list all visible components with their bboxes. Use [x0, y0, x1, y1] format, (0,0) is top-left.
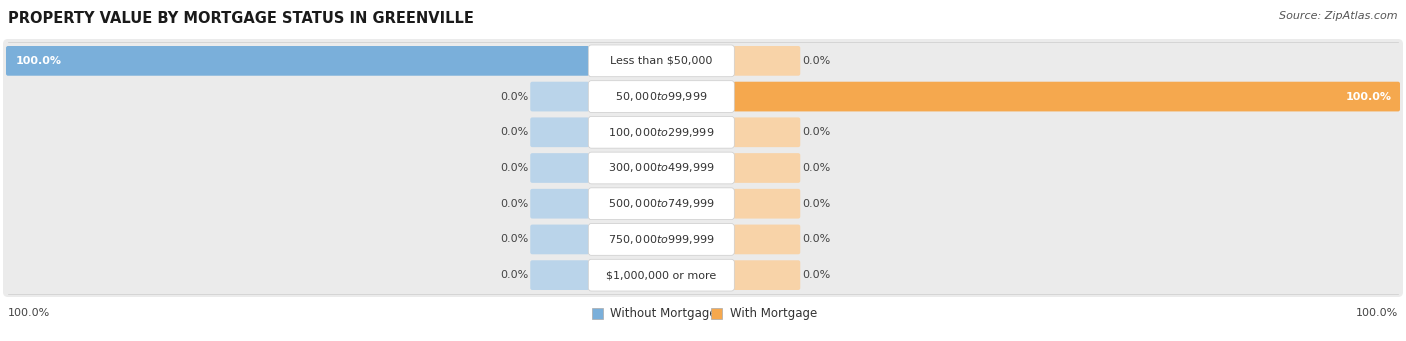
FancyBboxPatch shape: [3, 253, 1403, 297]
Text: $1,000,000 or more: $1,000,000 or more: [606, 270, 717, 280]
Text: $300,000 to $499,999: $300,000 to $499,999: [607, 162, 714, 175]
FancyBboxPatch shape: [588, 224, 734, 255]
Text: $50,000 to $99,999: $50,000 to $99,999: [614, 90, 707, 103]
FancyBboxPatch shape: [710, 308, 721, 318]
Text: 0.0%: 0.0%: [501, 163, 529, 173]
Text: Source: ZipAtlas.com: Source: ZipAtlas.com: [1279, 11, 1398, 21]
FancyBboxPatch shape: [734, 117, 800, 147]
FancyBboxPatch shape: [530, 82, 589, 112]
Text: Less than $50,000: Less than $50,000: [610, 56, 713, 66]
FancyBboxPatch shape: [734, 189, 800, 219]
FancyBboxPatch shape: [530, 117, 589, 147]
FancyBboxPatch shape: [588, 188, 734, 220]
Text: $750,000 to $999,999: $750,000 to $999,999: [607, 233, 714, 246]
FancyBboxPatch shape: [3, 75, 1403, 118]
FancyBboxPatch shape: [3, 146, 1403, 190]
Text: 0.0%: 0.0%: [803, 270, 831, 280]
FancyBboxPatch shape: [588, 259, 734, 291]
FancyBboxPatch shape: [6, 46, 589, 76]
FancyBboxPatch shape: [588, 81, 734, 113]
FancyBboxPatch shape: [3, 218, 1403, 261]
Text: 0.0%: 0.0%: [501, 127, 529, 137]
Text: Without Mortgage: Without Mortgage: [610, 307, 717, 320]
Text: 0.0%: 0.0%: [803, 56, 831, 66]
FancyBboxPatch shape: [734, 82, 1400, 112]
Text: 0.0%: 0.0%: [501, 199, 529, 209]
FancyBboxPatch shape: [734, 225, 800, 254]
Text: 100.0%: 100.0%: [15, 56, 62, 66]
FancyBboxPatch shape: [530, 260, 589, 290]
Text: 0.0%: 0.0%: [803, 163, 831, 173]
Text: PROPERTY VALUE BY MORTGAGE STATUS IN GREENVILLE: PROPERTY VALUE BY MORTGAGE STATUS IN GRE…: [8, 11, 474, 26]
Text: 100.0%: 100.0%: [1355, 308, 1398, 318]
Text: 100.0%: 100.0%: [1346, 92, 1392, 102]
FancyBboxPatch shape: [588, 152, 734, 184]
Text: 0.0%: 0.0%: [501, 270, 529, 280]
FancyBboxPatch shape: [530, 153, 589, 183]
Text: $100,000 to $299,999: $100,000 to $299,999: [609, 126, 714, 139]
Text: 0.0%: 0.0%: [501, 92, 529, 102]
FancyBboxPatch shape: [588, 116, 734, 148]
FancyBboxPatch shape: [588, 45, 734, 77]
Text: 0.0%: 0.0%: [803, 199, 831, 209]
FancyBboxPatch shape: [734, 260, 800, 290]
Text: 0.0%: 0.0%: [501, 234, 529, 244]
FancyBboxPatch shape: [3, 182, 1403, 225]
FancyBboxPatch shape: [530, 189, 589, 219]
FancyBboxPatch shape: [3, 110, 1403, 154]
FancyBboxPatch shape: [3, 39, 1403, 83]
FancyBboxPatch shape: [530, 225, 589, 254]
Text: With Mortgage: With Mortgage: [730, 307, 817, 320]
FancyBboxPatch shape: [734, 46, 800, 76]
Text: 100.0%: 100.0%: [8, 308, 51, 318]
Text: $500,000 to $749,999: $500,000 to $749,999: [607, 197, 714, 210]
Text: 0.0%: 0.0%: [803, 234, 831, 244]
FancyBboxPatch shape: [592, 308, 603, 318]
FancyBboxPatch shape: [734, 153, 800, 183]
Text: 0.0%: 0.0%: [803, 127, 831, 137]
